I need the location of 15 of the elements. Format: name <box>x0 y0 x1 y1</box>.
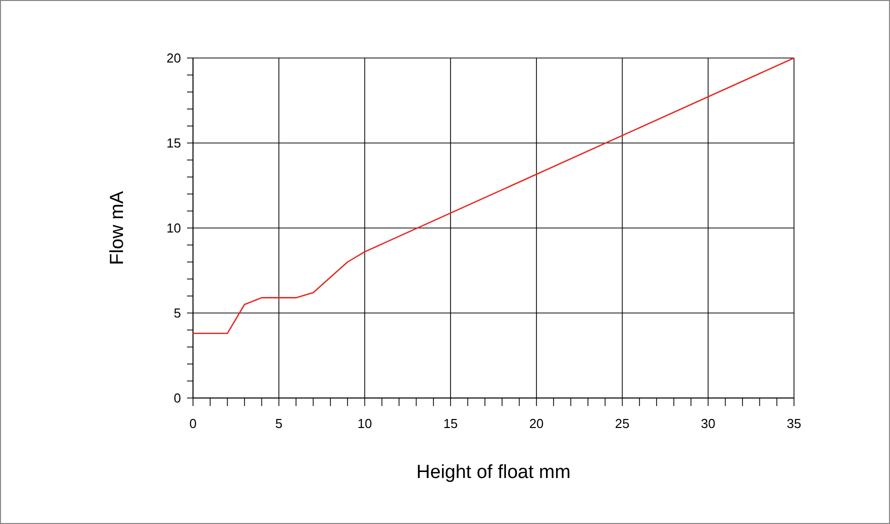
x-tick-label: 0 <box>189 416 197 431</box>
y-tick-label: 0 <box>174 390 181 406</box>
y-tick-label: 10 <box>166 220 181 236</box>
x-tick-label: 15 <box>443 416 458 431</box>
x-tick-label: 10 <box>357 416 372 431</box>
y-tick-label: 5 <box>174 306 181 321</box>
x-tick-label: 30 <box>700 416 716 431</box>
x-tick-label: 35 <box>786 416 802 431</box>
y-tick-label: 20 <box>166 50 181 66</box>
x-tick-label: 20 <box>529 416 544 431</box>
x-axis-title: Height of float mm <box>416 462 571 483</box>
y-axis-title: Flow mA <box>107 190 128 265</box>
y-tick-label: 15 <box>166 136 181 151</box>
x-tick-label: 5 <box>275 416 282 431</box>
x-tick-label: 25 <box>615 416 630 431</box>
